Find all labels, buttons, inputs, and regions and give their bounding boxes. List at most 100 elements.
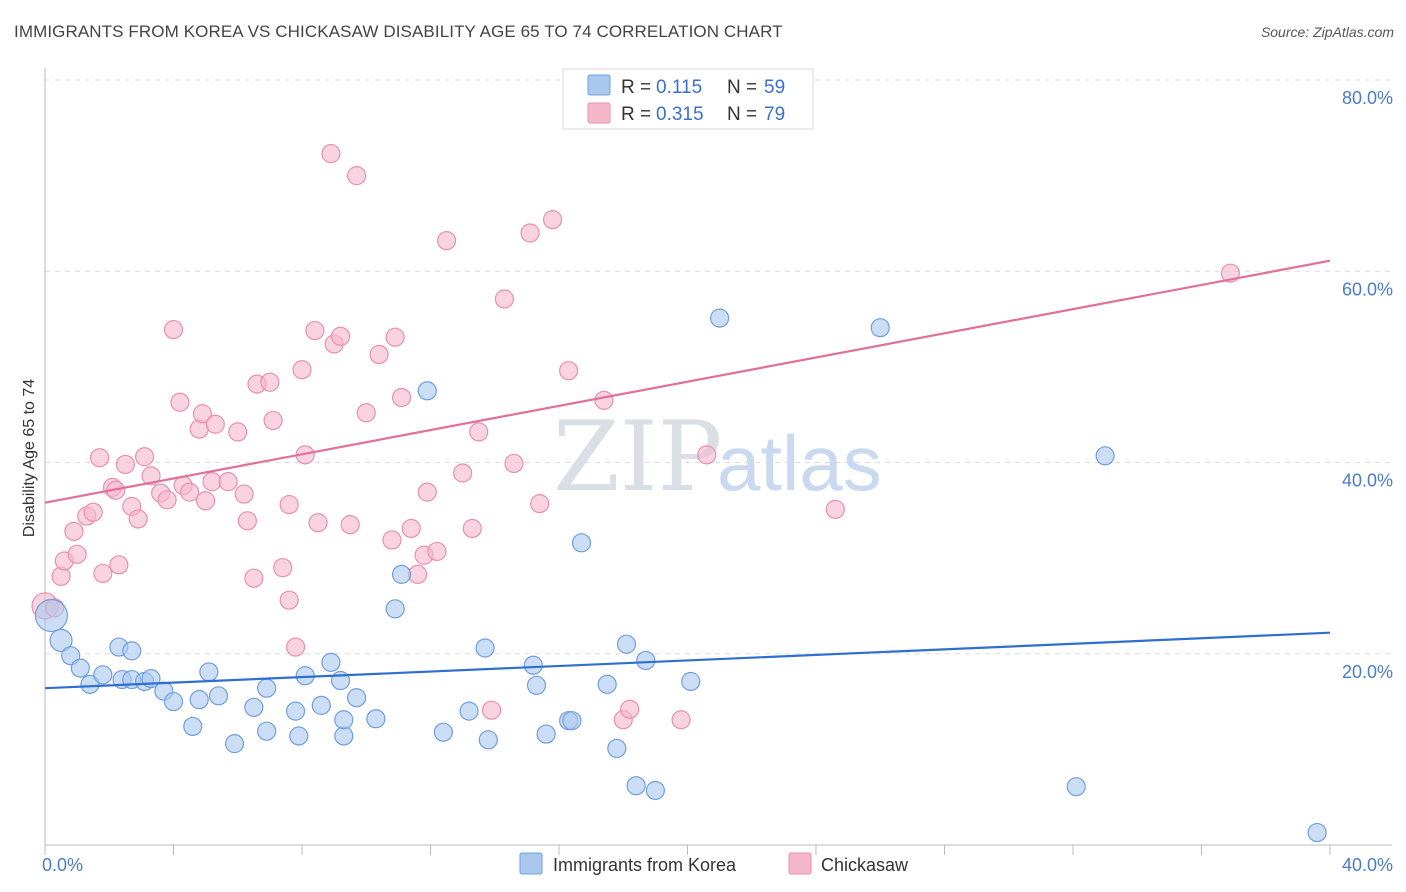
korea-point: [189, 690, 209, 710]
chickasaw-point: [347, 166, 367, 186]
korea-point: [49, 628, 73, 652]
korea-point: [391, 564, 412, 584]
korea-point: [523, 655, 543, 675]
chickasaw-point: [292, 360, 312, 380]
chickasaw-point: [170, 392, 190, 412]
korea-point: [562, 711, 582, 731]
chickasaw-point: [408, 564, 428, 584]
chickasaw-point: [436, 231, 457, 251]
chickasaw-point: [179, 482, 200, 502]
legend-swatch-blue: [587, 74, 611, 96]
tick-labels: 20.0% 40.0% 60.0% 80.0% 0.0% 40.0%: [42, 88, 1393, 875]
chickasaw-point: [559, 361, 579, 381]
chickasaw-point: [825, 499, 845, 519]
chickasaw-point: [163, 319, 184, 340]
korea-point: [645, 780, 665, 801]
korea-point: [433, 722, 453, 742]
chickasaw-point: [234, 484, 254, 504]
chickasaw-point: [260, 372, 280, 392]
chickasaw-point: [244, 568, 264, 588]
grid-lines: [45, 79, 1392, 655]
chickasaw-point: [385, 327, 405, 347]
chickasaw-point: [285, 637, 306, 657]
chickasaw-point: [469, 422, 489, 442]
chickasaw-points: [31, 105, 1241, 730]
bottom-legend-swatch-korea: [519, 852, 543, 875]
chickasaw-point: [90, 448, 110, 468]
x-tick-label: 0.0%: [42, 855, 83, 875]
chickasaw-point: [202, 472, 222, 492]
chickasaw-point: [141, 466, 161, 486]
chickasaw-point: [279, 494, 299, 515]
legend-n-label-blue: N =: [727, 77, 757, 98]
korea-point: [321, 652, 341, 672]
korea-point: [311, 695, 331, 715]
bottom-legend-label-korea: Immigrants from Korea: [553, 855, 737, 875]
chickasaw-point: [620, 699, 640, 719]
chickasaw-point: [330, 326, 351, 346]
y-axis-label: Disability Age 65 to 74: [21, 379, 38, 537]
chickasaw-point: [453, 463, 473, 483]
chickasaw-point: [93, 563, 113, 584]
axes: [44, 68, 1392, 855]
korea-point: [870, 318, 890, 338]
korea-point: [459, 701, 479, 721]
korea-point: [710, 308, 730, 328]
x-tick-label: 40.0%: [1342, 855, 1393, 875]
chickasaw-point: [308, 513, 328, 533]
korea-point: [607, 738, 627, 759]
korea-point: [34, 598, 69, 633]
korea-point: [183, 716, 203, 737]
korea-point: [385, 599, 405, 619]
chickasaw-point: [671, 710, 691, 730]
legend-r-label-blue: R =: [621, 77, 651, 98]
korea-point: [93, 665, 113, 685]
korea-point: [475, 638, 495, 658]
bottom-legend-label-chickasaw: Chickasaw: [821, 855, 909, 875]
chickasaw-point: [504, 453, 524, 474]
chickasaw-point: [530, 494, 550, 514]
korea-point: [289, 726, 309, 746]
chickasaw-point: [427, 541, 447, 562]
korea-point: [224, 734, 245, 754]
watermark-atlas: atlas: [717, 419, 882, 507]
chickasaw-point: [279, 590, 299, 610]
watermark: ZIP atlas: [553, 401, 882, 513]
korea-points: [34, 308, 1327, 843]
chickasaw-point: [369, 344, 389, 365]
korea-point: [257, 721, 277, 741]
chickasaw-point: [83, 502, 103, 522]
korea-point: [626, 776, 646, 796]
chickasaw-point: [205, 414, 225, 434]
korea-point: [571, 533, 592, 553]
chickasaw-point: [401, 518, 421, 539]
chickasaw-point: [228, 422, 248, 442]
bottom-legend: Immigrants from Korea Chickasaw: [519, 852, 909, 875]
korea-point: [208, 686, 229, 706]
korea-point: [70, 658, 90, 678]
korea-point: [199, 662, 219, 682]
chickasaw-trend-line: [44, 259, 1331, 504]
korea-point: [244, 697, 264, 717]
chickasaw-point: [520, 223, 540, 243]
chickasaw-point: [109, 555, 129, 575]
chickasaw-point: [494, 289, 514, 309]
chickasaw-point: [192, 404, 213, 424]
bottom-legend-swatch-chickasaw: [788, 852, 812, 875]
y-tick-label: 60.0%: [1342, 279, 1393, 299]
chart-title: IMMIGRANTS FROM KOREA VS CHICKASAW DISAB…: [14, 22, 783, 41]
chickasaw-point: [64, 521, 84, 541]
chickasaw-point: [391, 387, 412, 408]
chickasaw-point: [273, 558, 293, 578]
chickasaw-point: [542, 210, 563, 230]
chickasaw-point: [134, 447, 155, 467]
chickasaw-point: [237, 511, 257, 531]
chickasaw-point: [263, 410, 283, 431]
chickasaw-point: [340, 515, 360, 535]
chickasaw-point: [382, 530, 402, 550]
korea-point: [347, 688, 367, 708]
korea-point: [1307, 822, 1327, 843]
korea-point: [597, 674, 617, 694]
korea-point: [163, 691, 184, 712]
